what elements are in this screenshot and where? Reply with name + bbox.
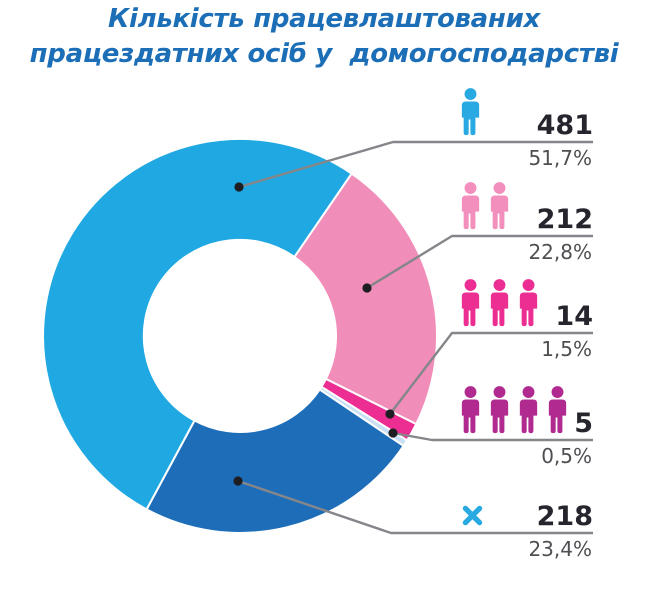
callout-dot-two-persons (362, 283, 372, 293)
slice-one-person (42, 137, 353, 511)
callout-dot-three-persons (385, 409, 395, 419)
leader-line-two-persons (366, 234, 593, 290)
callout-dot-four-persons (388, 428, 398, 438)
leader-line-zero-persons (237, 479, 593, 535)
leader-line-one-person (238, 140, 593, 189)
chart-title-line-2: працездатних осіб у домогосподарстві (29, 39, 619, 69)
slice-two-persons (293, 172, 439, 426)
leader-line-four-persons (392, 431, 593, 442)
chart-title: Кількість працевлаштованих працездатних … (0, 2, 648, 72)
chart-title-line-1: Кількість працевлаштованих (108, 4, 540, 34)
callout-dot-one-person (234, 182, 244, 192)
slice-zero-persons (145, 388, 405, 534)
callout-dot-zero-persons (233, 476, 243, 486)
leader-line-three-persons (389, 331, 593, 415)
